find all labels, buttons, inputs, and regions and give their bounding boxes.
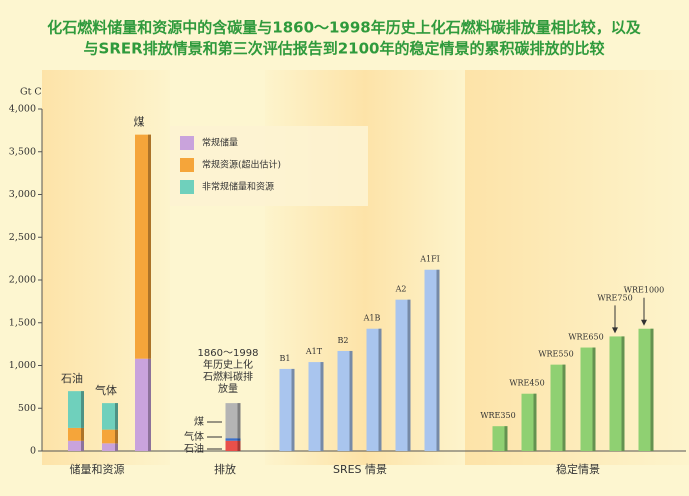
category-label: WRE750 (597, 293, 632, 302)
category-label: A1FI (419, 255, 440, 264)
category-label: WRE450 (509, 379, 544, 388)
bar-segment (366, 328, 382, 451)
bar-shade (148, 358, 151, 451)
bar-segment (68, 427, 84, 441)
chart-title: 与SRER排放情景和第三次评估报告到2100年的稳定情景的累积碳排放的比较 (84, 40, 605, 58)
bar-segment (580, 347, 596, 451)
bar-segment (395, 299, 411, 451)
category-label: 煤 (134, 116, 145, 129)
bar-shade (115, 429, 118, 444)
bar-segment (68, 440, 84, 451)
segment-label: 石油 (184, 442, 204, 455)
bar-shade (621, 336, 625, 451)
bar-shade (562, 364, 566, 451)
y-tick-label: 3,500 (9, 146, 36, 157)
bar-segment (279, 368, 295, 451)
y-tick-label: 4,000 (9, 104, 36, 115)
group-label: 稳定情景 (556, 462, 600, 476)
bar-shade (115, 443, 118, 451)
bar-segment (492, 426, 508, 451)
bar-shade (533, 393, 537, 451)
category-label: WRE650 (568, 333, 603, 342)
category-label: 石油 (61, 371, 83, 385)
category-label: WRE550 (538, 350, 573, 359)
bar-segment (225, 403, 241, 439)
pointer-head (612, 327, 618, 334)
category-label: WRE1000 (624, 286, 664, 295)
annotation: 放量 (218, 382, 238, 395)
bar-shade (237, 438, 241, 441)
bar-segment (638, 328, 654, 451)
bar-shade (115, 403, 118, 430)
y-tick-label: 500 (18, 403, 36, 414)
pointer-head (641, 319, 647, 326)
group-label: 排放 (214, 462, 236, 476)
bar-shade (320, 362, 324, 451)
annotation: 石燃料碳排 (203, 370, 253, 383)
bar-segment (225, 438, 241, 441)
annotation: 年历史上化 (203, 358, 253, 371)
bar-segment (521, 393, 537, 451)
category-label: A2 (395, 285, 407, 294)
category-label: B1 (280, 354, 291, 363)
y-tick-label: 1,500 (9, 317, 36, 328)
y-tick-label: 0 (30, 446, 36, 457)
bar-segment (102, 429, 118, 444)
annotation: 1860～1998 (198, 348, 259, 359)
y-tick-label: 2,000 (9, 275, 36, 286)
bar-shade (436, 269, 440, 451)
chart-title: 化石燃料储量和资源中的含碳量与1860～1998年历史上化石燃料碳排放量相比较，… (47, 19, 641, 37)
bar-shade (237, 403, 241, 439)
legend-label: 常规资源(超出估计) (202, 159, 281, 171)
bar-segment (102, 403, 118, 430)
bar-shade (592, 347, 596, 451)
bar-shade (81, 391, 84, 428)
section-bg (465, 70, 689, 465)
y-tick-label: 3,000 (9, 189, 36, 200)
legend-swatch (180, 180, 194, 194)
bar-shade (504, 426, 508, 451)
group-label: SRES 情景 (333, 463, 387, 476)
category-label: WRE350 (480, 411, 515, 420)
group-label: 储量和资源 (70, 462, 125, 476)
y-axis-label: Gt C (20, 87, 42, 98)
legend-swatch (180, 136, 194, 150)
segment-label: 气体 (184, 430, 204, 443)
bar-shade (237, 440, 241, 451)
bar-segment (102, 443, 118, 451)
y-tick-label: 2,500 (9, 232, 36, 243)
bar-shade (378, 328, 382, 451)
legend-label: 非常规储量和资源 (202, 181, 274, 193)
bar-shade (407, 299, 411, 451)
bar-segment (424, 269, 440, 451)
legend-swatch (180, 158, 194, 172)
legend-box (170, 126, 368, 206)
bar-shade (81, 440, 84, 451)
bar-segment (225, 440, 241, 451)
bar-shade (349, 350, 353, 451)
bar-segment (550, 364, 566, 451)
bar-shade (81, 427, 84, 441)
bar-shade (291, 368, 295, 451)
bar-segment (308, 362, 324, 451)
bar-segment (337, 350, 353, 451)
bar-shade (650, 328, 654, 451)
bar-shade (148, 134, 151, 359)
bar-segment (609, 336, 625, 451)
bar-segment (68, 391, 84, 428)
bar-segment (135, 134, 151, 359)
category-label: A1B (363, 314, 381, 323)
y-tick-label: 1,000 (9, 360, 36, 371)
category-label: A1T (305, 347, 323, 356)
legend-label: 常规储量 (202, 137, 238, 149)
bar-segment (135, 358, 151, 451)
category-label: B2 (338, 336, 349, 345)
segment-label: 煤 (194, 415, 204, 428)
category-label: 气体 (95, 383, 117, 397)
